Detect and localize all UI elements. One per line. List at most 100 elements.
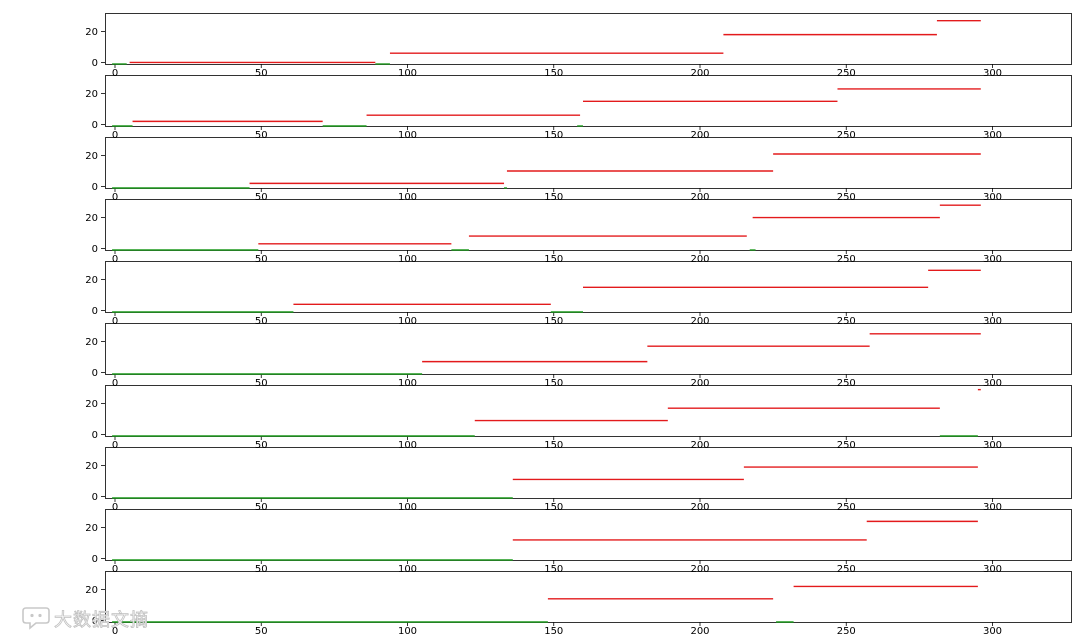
axes-frame (105, 385, 1072, 437)
x-tick-label: 150 (544, 440, 563, 451)
x-tick-label: 300 (983, 192, 1002, 203)
y-tick-label: 0 (92, 306, 98, 317)
y-tick-label: 20 (85, 89, 98, 100)
x-tick-label: 150 (544, 626, 563, 637)
x-tick-label: 100 (398, 564, 417, 575)
x-tick-label: 150 (544, 68, 563, 79)
x-tick-label: 300 (983, 626, 1002, 637)
y-tick-label: 20 (85, 27, 98, 38)
y-tick-label: 20 (85, 523, 98, 534)
x-tick-label: 150 (544, 564, 563, 575)
x-tick-label: 200 (690, 502, 709, 513)
y-tick-label: 0 (92, 58, 98, 69)
x-tick-label: 300 (983, 502, 1002, 513)
axes-frame (105, 261, 1072, 313)
x-tick-label: 100 (398, 68, 417, 79)
y-tick-label: 0 (92, 368, 98, 379)
watermark-text: 大数据文摘 (54, 610, 149, 632)
x-tick-label: 50 (255, 564, 268, 575)
x-tick-label: 250 (837, 254, 856, 265)
x-tick-label: 100 (398, 626, 417, 637)
x-tick-label: 250 (837, 378, 856, 389)
y-tick-label: 20 (85, 213, 98, 224)
x-tick-label: 0 (112, 192, 118, 203)
x-tick-label: 300 (983, 130, 1002, 141)
x-tick-label: 100 (398, 378, 417, 389)
x-tick-label: 200 (690, 254, 709, 265)
x-tick-label: 0 (112, 254, 118, 265)
x-tick-label: 200 (690, 316, 709, 327)
x-tick-label: 50 (255, 378, 268, 389)
axes-frame (105, 13, 1072, 65)
watermark: 大数据文摘 (22, 603, 152, 633)
x-tick-label: 50 (255, 68, 268, 79)
y-tick-label: 20 (85, 151, 98, 162)
x-tick-label: 300 (983, 254, 1002, 265)
x-tick-label: 0 (112, 564, 118, 575)
x-tick-label: 0 (112, 130, 118, 141)
chat-bubble-logo-icon (22, 607, 50, 630)
x-tick-label: 250 (837, 68, 856, 79)
x-tick-label: 100 (398, 130, 417, 141)
x-tick-label: 300 (983, 68, 1002, 79)
x-tick-label: 250 (837, 626, 856, 637)
x-tick-label: 50 (255, 254, 268, 265)
x-tick-label: 100 (398, 254, 417, 265)
x-tick-label: 250 (837, 130, 856, 141)
y-tick-label: 0 (92, 554, 98, 565)
x-tick-label: 50 (255, 502, 268, 513)
x-tick-label: 150 (544, 192, 563, 203)
x-tick-label: 0 (112, 502, 118, 513)
axes-frame (105, 75, 1072, 127)
x-tick-label: 0 (112, 378, 118, 389)
x-tick-label: 150 (544, 316, 563, 327)
axes-frame (105, 323, 1072, 375)
x-tick-label: 50 (255, 440, 268, 451)
x-tick-label: 50 (255, 626, 268, 637)
y-tick-label: 0 (92, 492, 98, 503)
y-tick-label: 20 (85, 585, 98, 596)
x-tick-label: 300 (983, 440, 1002, 451)
y-tick-label: 20 (85, 337, 98, 348)
x-tick-label: 50 (255, 192, 268, 203)
x-tick-label: 50 (255, 316, 268, 327)
x-tick-label: 100 (398, 502, 417, 513)
x-tick-label: 200 (690, 130, 709, 141)
y-tick-label: 20 (85, 399, 98, 410)
x-tick-label: 100 (398, 192, 417, 203)
x-tick-label: 300 (983, 564, 1002, 575)
x-tick-label: 200 (690, 440, 709, 451)
x-tick-label: 0 (112, 68, 118, 79)
x-tick-label: 50 (255, 130, 268, 141)
x-tick-label: 250 (837, 564, 856, 575)
x-tick-label: 150 (544, 378, 563, 389)
y-tick-label: 0 (92, 430, 98, 441)
x-tick-label: 200 (690, 626, 709, 637)
x-tick-label: 200 (690, 68, 709, 79)
x-tick-label: 200 (690, 378, 709, 389)
y-tick-label: 0 (92, 182, 98, 193)
x-tick-label: 100 (398, 316, 417, 327)
x-tick-label: 150 (544, 502, 563, 513)
y-tick-label: 20 (85, 275, 98, 286)
y-tick-label: 0 (92, 616, 98, 627)
x-tick-label: 150 (544, 254, 563, 265)
x-tick-label: 250 (837, 316, 856, 327)
y-tick-label: 20 (85, 461, 98, 472)
x-tick-label: 250 (837, 502, 856, 513)
y-tick-label: 0 (92, 244, 98, 255)
x-tick-label: 0 (112, 440, 118, 451)
axes-frame (105, 447, 1072, 499)
axes-frame (105, 199, 1072, 251)
